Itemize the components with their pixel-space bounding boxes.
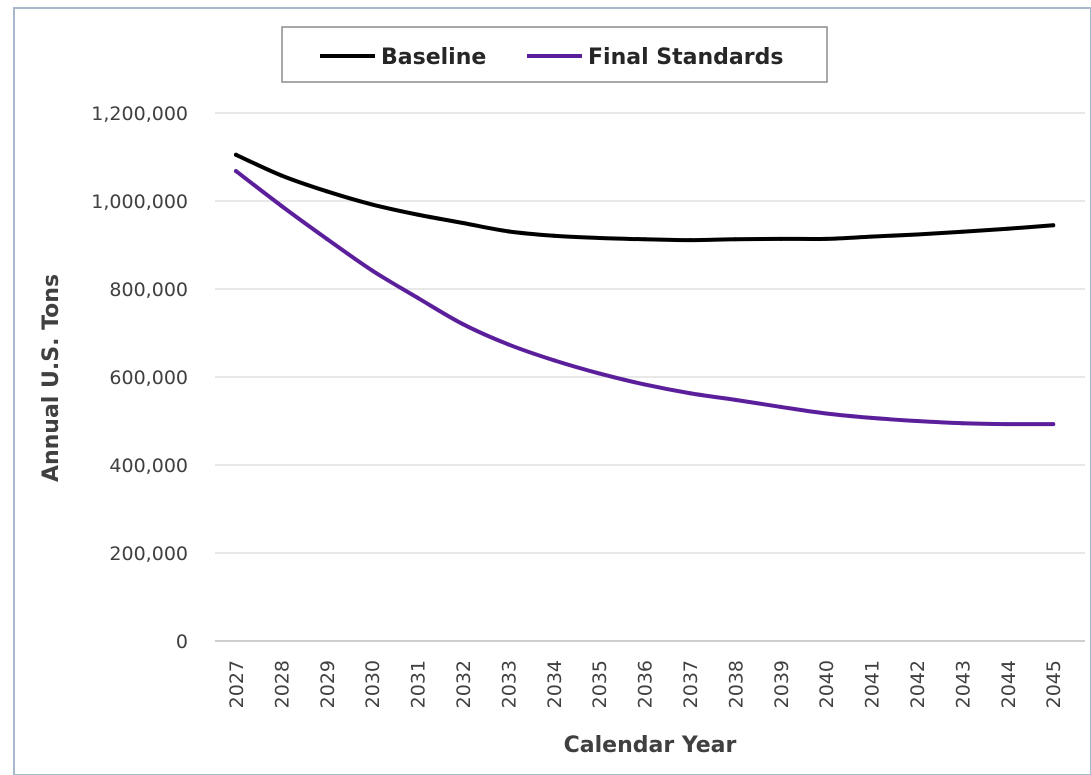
- y-tick-label: 400,000: [109, 455, 188, 477]
- x-tick-label: 2035: [589, 660, 611, 708]
- x-tick-label: 2041: [862, 660, 884, 708]
- data-point-baseline: [1051, 223, 1056, 228]
- data-point-final-standards: [370, 268, 375, 273]
- y-axis-ticks: 0 200,000 400,000 600,000 800,000 1,000,000 1,…: [91, 103, 188, 653]
- data-point-final-standards: [1051, 422, 1056, 427]
- data-point-final-standards: [461, 322, 465, 327]
- data-point-baseline: [234, 152, 238, 157]
- x-tick-label: 2039: [771, 660, 793, 708]
- x-tick-label: 2030: [362, 660, 384, 708]
- data-point-final-standards: [869, 415, 874, 420]
- data-point-final-standards: [279, 203, 284, 208]
- data-point-baseline: [415, 212, 420, 217]
- data-point-baseline: [688, 238, 692, 243]
- legend-label-final-standards: Final Standards: [588, 45, 783, 70]
- x-tick-label: 2032: [453, 660, 475, 708]
- y-tick-label: 800,000: [109, 279, 188, 301]
- y-tick-label: 1,000,000: [91, 191, 188, 213]
- x-tick-label: 2033: [498, 660, 520, 708]
- data-point-baseline: [279, 173, 284, 178]
- x-tick-label: 2036: [635, 660, 657, 708]
- x-tick-label: 2028: [271, 660, 293, 708]
- x-tick-label: 2029: [317, 660, 339, 708]
- data-point-final-standards: [824, 411, 829, 416]
- data-point-baseline: [778, 236, 783, 241]
- y-axis-title: Annual U.S. Tons: [39, 274, 64, 482]
- x-axis-title: Calendar Year: [564, 733, 737, 758]
- x-tick-label: 2044: [998, 660, 1020, 708]
- legend: Baseline Final Standards: [281, 26, 828, 83]
- y-tick-label: 200,000: [109, 543, 188, 565]
- data-point-baseline: [960, 229, 965, 234]
- data-point-final-standards: [915, 419, 919, 423]
- data-point-baseline: [324, 189, 329, 194]
- data-point-baseline: [597, 235, 602, 240]
- data-point-baseline: [824, 236, 829, 241]
- data-point-baseline: [869, 234, 874, 239]
- x-axis-ticks: 2027 2028 2029 2030 2031 2032 2033 2034 2035 2036…: [226, 660, 1065, 708]
- legend-label-baseline: Baseline: [381, 45, 486, 70]
- data-point-baseline: [370, 202, 375, 207]
- data-point-baseline: [915, 232, 919, 237]
- x-tick-label: 2040: [816, 660, 838, 708]
- data-point-final-standards: [778, 404, 783, 409]
- x-tick-label: 2031: [408, 660, 430, 708]
- x-tick-label: 2034: [544, 660, 566, 708]
- data-point-final-standards: [506, 342, 511, 347]
- data-point-baseline: [1005, 226, 1010, 231]
- chart-border: [13, 7, 1091, 775]
- data-point-final-standards: [688, 391, 692, 396]
- data-point-final-standards: [324, 236, 329, 241]
- data-point-final-standards: [234, 169, 238, 174]
- y-tick-label: 600,000: [109, 367, 188, 389]
- y-tick-label: 1,200,000: [91, 103, 188, 125]
- data-point-final-standards: [551, 358, 556, 363]
- x-tick-label: 2043: [952, 660, 974, 708]
- data-point-baseline: [733, 237, 738, 242]
- data-point-final-standards: [733, 397, 738, 402]
- data-point-final-standards: [1005, 422, 1010, 427]
- x-tick-label: 2042: [907, 660, 929, 708]
- data-point-baseline: [551, 233, 556, 238]
- data-point-baseline: [642, 237, 647, 242]
- y-tick-label: 0: [176, 631, 188, 653]
- data-point-baseline: [461, 221, 465, 225]
- x-tick-label: 2037: [680, 660, 702, 708]
- data-point-final-standards: [597, 371, 602, 376]
- x-tick-label: 2027: [226, 660, 248, 708]
- series-lines: [234, 152, 1056, 427]
- data-point-final-standards: [642, 382, 647, 387]
- data-point-final-standards: [960, 421, 965, 426]
- x-tick-label: 2045: [1043, 660, 1065, 708]
- data-point-final-standards: [415, 295, 420, 300]
- x-tick-label: 2038: [725, 660, 747, 708]
- data-point-baseline: [506, 229, 511, 234]
